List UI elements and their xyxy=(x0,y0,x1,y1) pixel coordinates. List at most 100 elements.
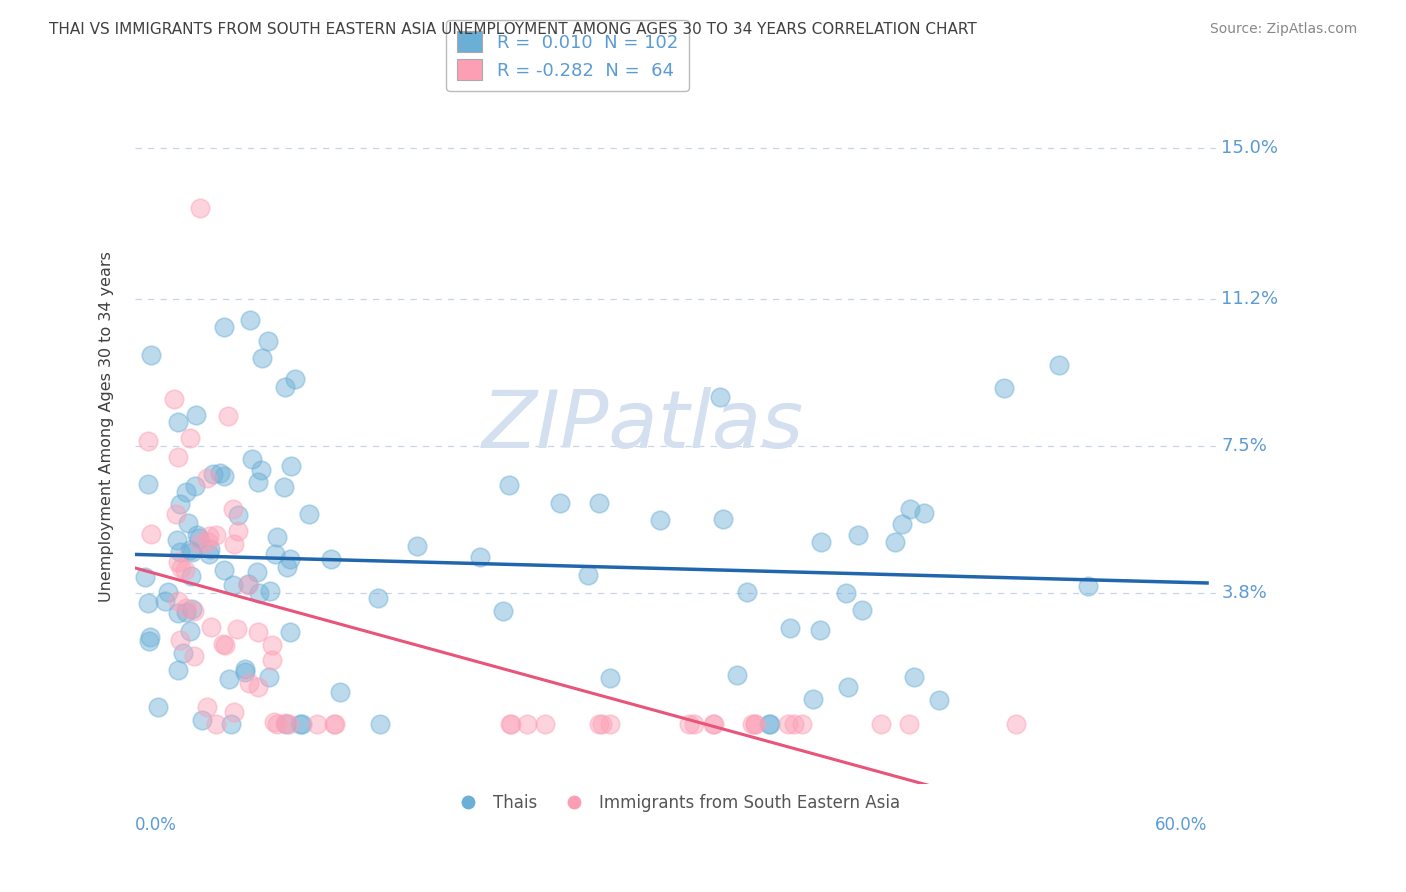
Point xyxy=(174,601,197,615)
Point xyxy=(191,713,214,727)
Point xyxy=(167,606,190,620)
Point xyxy=(217,409,239,423)
Point xyxy=(179,431,201,445)
Point xyxy=(247,475,270,489)
Point xyxy=(197,547,219,561)
Text: 0.0%: 0.0% xyxy=(135,815,177,834)
Point xyxy=(222,705,245,719)
Point xyxy=(219,717,242,731)
Point xyxy=(136,476,159,491)
Point xyxy=(167,450,190,464)
Point xyxy=(204,528,226,542)
Point xyxy=(912,507,935,521)
Point xyxy=(238,577,260,591)
Point xyxy=(186,528,208,542)
Point xyxy=(163,392,186,406)
Point xyxy=(246,680,269,694)
Point xyxy=(576,568,599,582)
Point xyxy=(148,699,170,714)
Point xyxy=(166,555,188,569)
Point xyxy=(181,544,204,558)
Point xyxy=(224,537,246,551)
Point xyxy=(166,594,188,608)
Point xyxy=(236,578,259,592)
Point xyxy=(711,512,734,526)
Text: THAI VS IMMIGRANTS FROM SOUTH EASTERN ASIA UNEMPLOYMENT AMONG AGES 30 TO 34 YEAR: THAI VS IMMIGRANTS FROM SOUTH EASTERN AS… xyxy=(49,22,977,37)
Point xyxy=(368,717,391,731)
Point xyxy=(735,585,758,599)
Point xyxy=(239,313,262,327)
Point xyxy=(138,630,160,644)
Point xyxy=(263,548,285,562)
Point xyxy=(198,529,221,543)
Point xyxy=(134,570,156,584)
Point xyxy=(188,531,211,545)
Point xyxy=(195,699,218,714)
Point xyxy=(250,463,273,477)
Point xyxy=(898,717,921,731)
Point xyxy=(406,539,429,553)
Point xyxy=(1047,358,1070,372)
Point xyxy=(891,517,914,532)
Point xyxy=(534,717,557,731)
Point xyxy=(810,534,832,549)
Point xyxy=(177,516,200,530)
Point xyxy=(169,632,191,647)
Point xyxy=(290,717,312,731)
Point xyxy=(200,620,222,634)
Point xyxy=(322,717,344,731)
Point xyxy=(834,586,856,600)
Point xyxy=(257,670,280,684)
Point xyxy=(776,717,799,731)
Point xyxy=(180,602,202,616)
Point xyxy=(246,565,269,579)
Text: 3.8%: 3.8% xyxy=(1222,584,1267,602)
Point xyxy=(169,497,191,511)
Point xyxy=(759,717,782,731)
Point xyxy=(870,717,893,731)
Point xyxy=(167,663,190,677)
Point xyxy=(218,672,240,686)
Point xyxy=(810,624,832,638)
Point xyxy=(1077,579,1099,593)
Point xyxy=(291,717,314,731)
Point xyxy=(682,717,704,731)
Point xyxy=(278,552,301,566)
Point xyxy=(928,693,950,707)
Point xyxy=(516,717,538,731)
Point xyxy=(321,552,343,566)
Point xyxy=(179,624,201,638)
Point xyxy=(209,466,232,480)
Point xyxy=(993,381,1015,395)
Point xyxy=(744,717,766,731)
Point xyxy=(273,480,295,494)
Point xyxy=(837,680,859,694)
Text: 15.0%: 15.0% xyxy=(1222,139,1278,157)
Point xyxy=(492,604,515,618)
Point xyxy=(222,502,245,516)
Point xyxy=(266,531,288,545)
Point xyxy=(498,478,520,492)
Point xyxy=(153,594,176,608)
Point xyxy=(783,717,806,731)
Point xyxy=(648,513,671,527)
Point xyxy=(703,717,725,731)
Point xyxy=(222,578,245,592)
Point xyxy=(214,638,236,652)
Point xyxy=(470,550,492,565)
Point xyxy=(212,563,235,577)
Point xyxy=(170,561,193,575)
Point xyxy=(280,458,302,473)
Point xyxy=(184,409,207,423)
Point xyxy=(226,622,249,636)
Point xyxy=(226,524,249,538)
Point xyxy=(741,717,763,731)
Point xyxy=(298,507,321,521)
Point xyxy=(197,535,219,549)
Point xyxy=(307,717,329,731)
Point xyxy=(250,351,273,365)
Point xyxy=(174,605,197,619)
Point xyxy=(233,665,256,679)
Point xyxy=(792,717,814,731)
Point xyxy=(212,469,235,483)
